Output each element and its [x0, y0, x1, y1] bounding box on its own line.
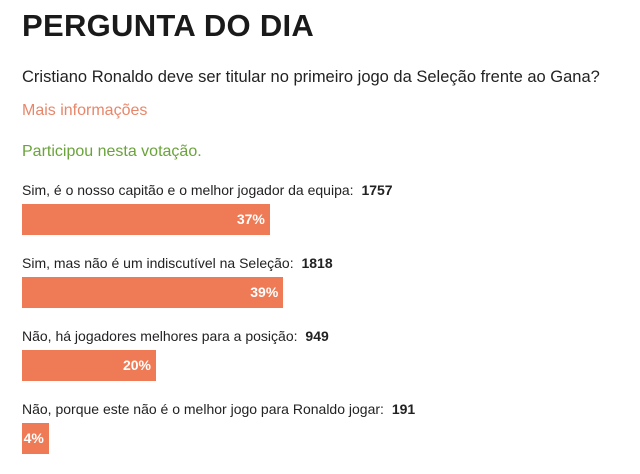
poll-question: Cristiano Ronaldo deve ser titular no pr… [22, 68, 600, 86]
option-votes: 1757 [361, 182, 393, 198]
option-result-bar: 4% [22, 423, 49, 454]
option-percent: 39% [250, 284, 279, 300]
option-votes: 949 [305, 328, 329, 344]
option-result-bar: 39% [22, 277, 284, 308]
option-label: Sim, mas não é um indiscutível na Seleçã… [22, 255, 294, 271]
poll-option: Não, há jogadores melhores para a posiçã… [22, 328, 415, 401]
option-label: Sim, é o nosso capitão e o melhor jogado… [22, 182, 354, 198]
more-info-link[interactable]: Mais informações [22, 102, 148, 119]
option-label: Não, porque este não é o melhor jogo par… [22, 401, 384, 417]
poll-option: Não, porque este não é o melhor jogo par… [22, 401, 415, 474]
page-title: PERGUNTA DO DIA [22, 8, 315, 43]
option-percent: 20% [122, 357, 151, 373]
poll-results: Sim, é o nosso capitão e o melhor jogado… [22, 182, 415, 474]
option-percent: 4% [23, 430, 44, 446]
option-percent: 37% [236, 211, 265, 227]
poll-option: Sim, é o nosso capitão e o melhor jogado… [22, 182, 415, 255]
poll-option: Sim, mas não é um indiscutível na Seleçã… [22, 255, 415, 328]
option-label: Não, há jogadores melhores para a posiçã… [22, 328, 298, 344]
option-votes: 1818 [301, 255, 333, 271]
option-result-bar: 20% [22, 350, 156, 381]
option-result-bar: 37% [22, 204, 270, 235]
voted-status: Participou nesta votação. [22, 143, 202, 160]
option-votes: 191 [391, 401, 416, 417]
